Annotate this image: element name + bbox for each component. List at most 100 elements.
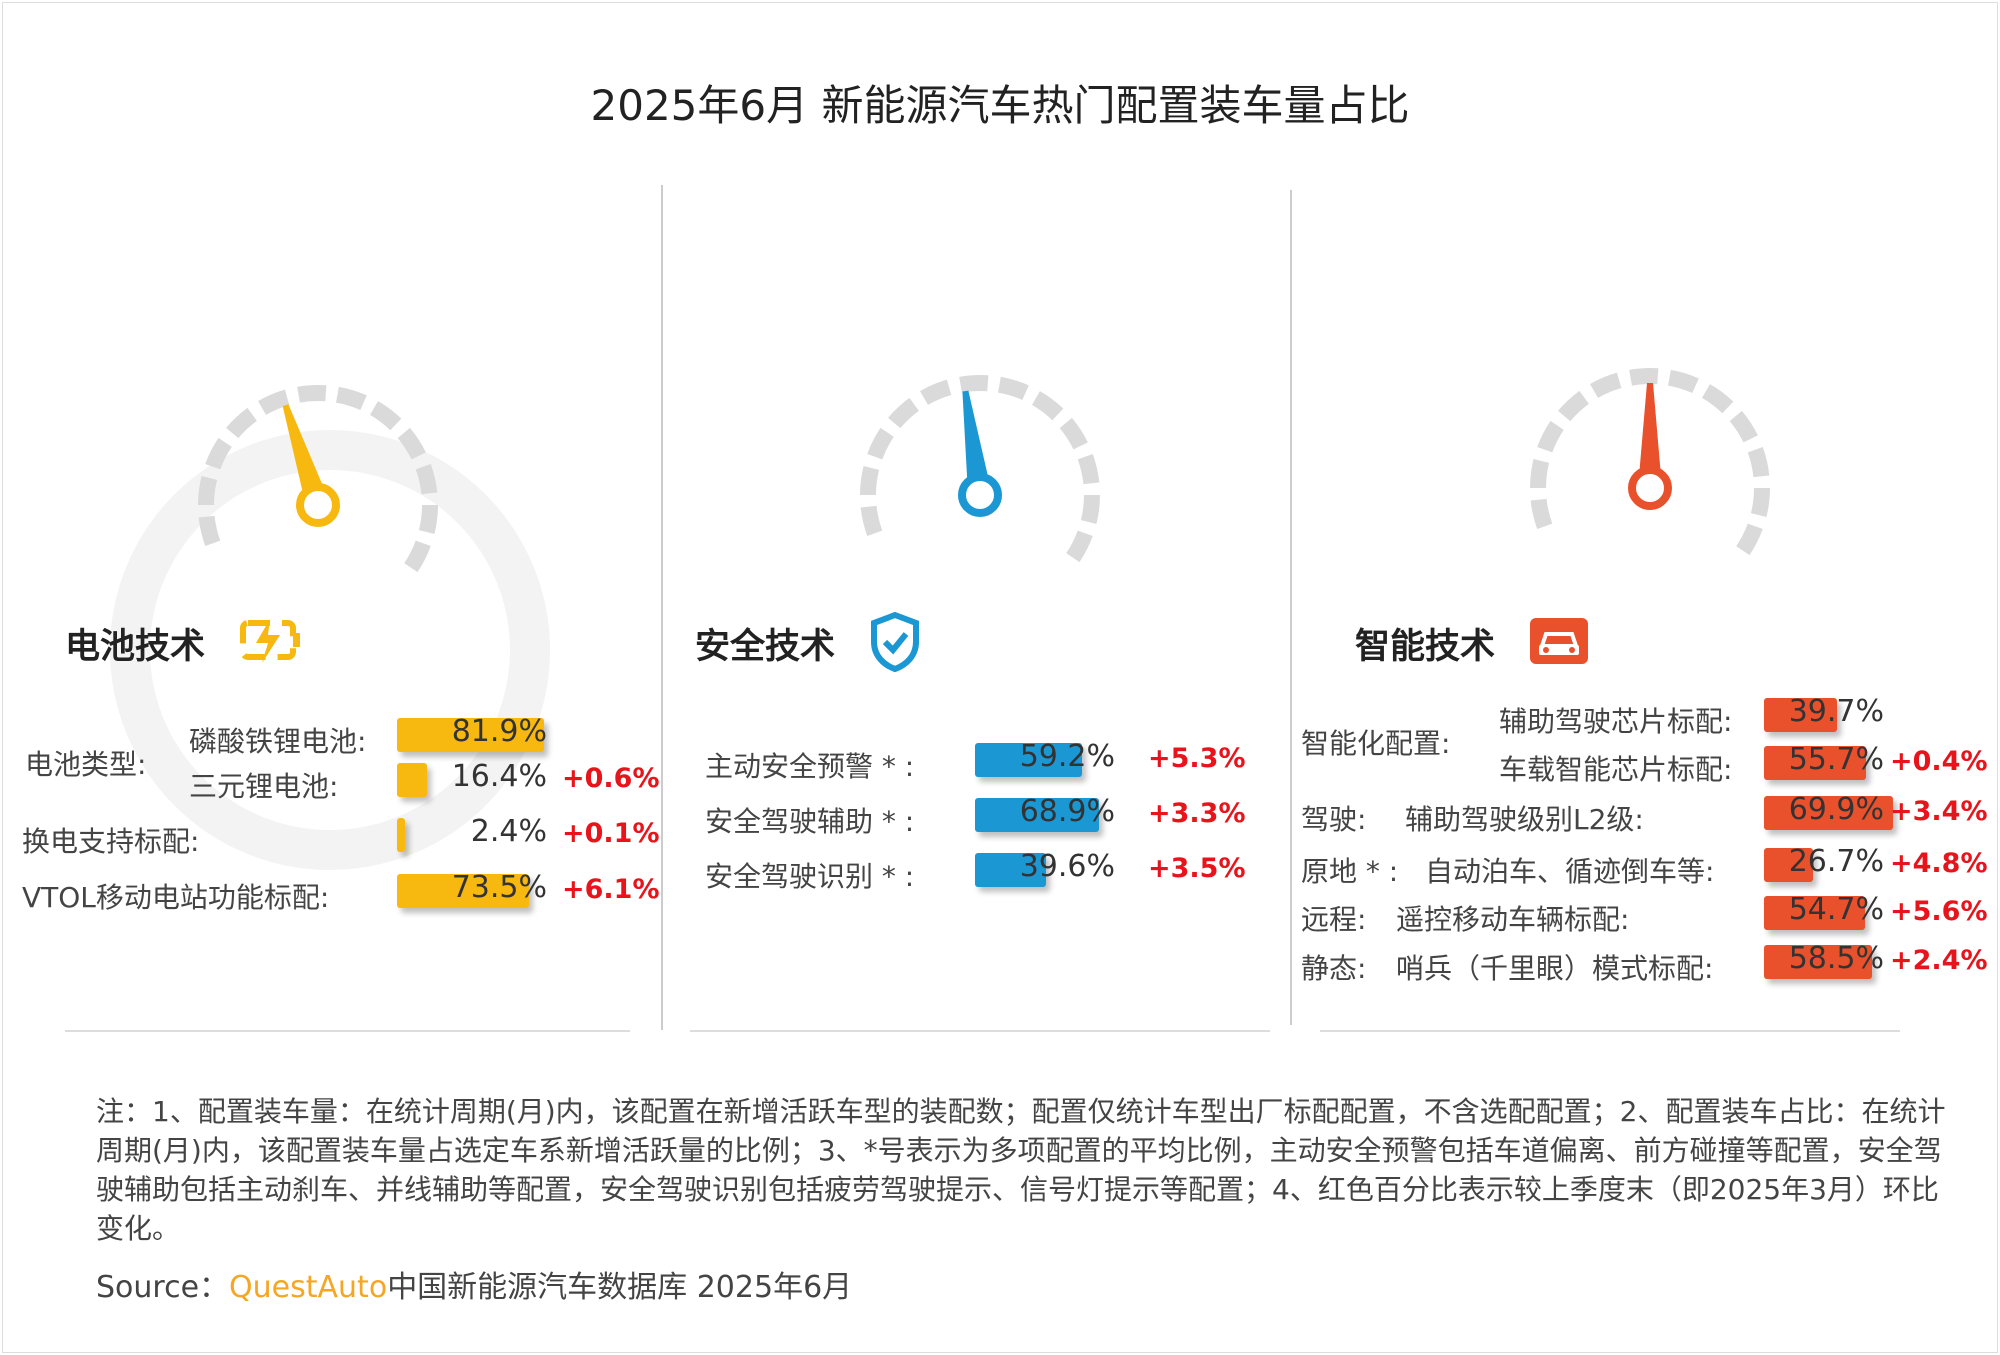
- bar: [397, 874, 530, 908]
- value-label: 16.4%: [451, 759, 547, 794]
- gauge-needle: [1638, 383, 1662, 488]
- source-text: 中国新能源汽车数据库 2025年6月: [387, 1270, 853, 1305]
- divider: [65, 1030, 630, 1032]
- row-label: 自动泊车、循迹倒车等:: [1425, 855, 1715, 888]
- group-label: 原地 * :: [1301, 855, 1399, 888]
- bar: [975, 743, 1082, 777]
- row-label: 车载智能芯片标配:: [1499, 753, 1733, 786]
- divider: [1290, 190, 1292, 1025]
- gauge-tick: [397, 427, 426, 460]
- car-icon: [1530, 618, 1588, 664]
- delta-label: +0.6%: [562, 763, 660, 794]
- delta-label: +4.8%: [1890, 848, 1988, 879]
- gauge-tick: [198, 475, 218, 506]
- bar: [397, 763, 427, 797]
- gauge-tick: [369, 401, 402, 431]
- bar: [1764, 896, 1865, 930]
- value-label: 73.5%: [451, 870, 547, 905]
- value-label: 59.2%: [1019, 739, 1115, 774]
- gauge-tick: [860, 505, 883, 537]
- delta-label: +3.5%: [1148, 853, 1246, 884]
- delta-label: +6.1%: [562, 874, 660, 905]
- row-label: 哨兵（千里眼）模式标配:: [1396, 952, 1714, 985]
- row-label: 辅助驾驶芯片标配:: [1499, 705, 1733, 738]
- divider: [1320, 1030, 1900, 1032]
- gauge-hub: [958, 473, 1002, 517]
- group-label: 驾驶:: [1301, 803, 1367, 836]
- gauge-tick: [920, 379, 952, 406]
- value-label: 26.7%: [1788, 844, 1884, 879]
- gauge-tick: [1031, 391, 1064, 421]
- value-label: 68.9%: [1019, 794, 1115, 829]
- shield-check-icon: [871, 612, 919, 672]
- delta-label: +5.6%: [1890, 896, 1988, 927]
- gauges: [198, 368, 1770, 573]
- row-label: 磷酸铁锂电池:: [189, 725, 367, 758]
- row-label: 安全驾驶辅助 * :: [705, 805, 915, 838]
- gauge-tick: [1590, 372, 1622, 399]
- battery-bolt-icon: [240, 619, 300, 663]
- group-label: 智能化配置:: [1301, 727, 1451, 760]
- footnote: 注：1、配置装车量：在统计周期(月)内，该配置在新增活跃车型的装配数；配置仅统计…: [96, 1095, 1946, 1245]
- value-label: 2.4%: [470, 814, 547, 849]
- gauge-tick: [959, 375, 989, 393]
- gauge-tick: [1530, 498, 1553, 530]
- source-line: Source：QuestAuto中国新能源汽车数据库 2025年6月: [96, 1262, 1956, 1306]
- group-label: 静态:: [1301, 952, 1367, 985]
- gauge-hub: [296, 483, 340, 527]
- gauge-tick: [418, 504, 438, 535]
- gauge-tick: [258, 389, 290, 416]
- bar: [975, 853, 1047, 887]
- gauge-tick: [297, 385, 327, 403]
- gauge-tick: [1629, 368, 1659, 386]
- row-label: VTOL移动电站功能标配:: [22, 881, 330, 914]
- gauge-tick: [1059, 417, 1088, 450]
- bar: [1764, 796, 1893, 830]
- bar: [1764, 698, 1838, 732]
- section-title-smart: 智能技术: [1355, 627, 1496, 667]
- divider: [690, 1030, 1270, 1032]
- delta-label: +2.4%: [1890, 945, 1988, 976]
- value-label: 55.7%: [1788, 742, 1884, 777]
- gauge-tick: [1667, 369, 1699, 394]
- gauge-hub: [1628, 466, 1672, 510]
- source-brand: QuestAuto: [229, 1270, 388, 1305]
- bar: [1764, 848, 1814, 882]
- row-label: 辅助驾驶级别L2级:: [1405, 803, 1644, 836]
- value-label: 39.6%: [1019, 849, 1115, 884]
- gauge-needle: [962, 390, 992, 497]
- gauge-tick: [1558, 390, 1590, 422]
- delta-label: +3.4%: [1890, 796, 1988, 827]
- value-label: 54.7%: [1788, 892, 1884, 927]
- bar: [1764, 746, 1867, 780]
- value-label: 58.5%: [1788, 941, 1884, 976]
- gauge-tick: [867, 427, 894, 460]
- gauge-tick: [198, 515, 221, 547]
- delta-label: +0.1%: [562, 818, 660, 849]
- gauge-needle: [282, 404, 330, 509]
- gauge-tick: [1530, 458, 1550, 489]
- gauge-tick: [1750, 487, 1770, 518]
- gauge-tick: [415, 463, 438, 495]
- row-label: 换电支持标配:: [22, 825, 200, 858]
- gauge-tick: [1729, 410, 1758, 443]
- delta-label: +0.4%: [1890, 746, 1988, 777]
- value-label: 81.9%: [451, 714, 547, 749]
- row-label: 安全驾驶识别 * :: [705, 860, 915, 893]
- chart-title: 2025年6月 新能源汽车热门配置装车量占比: [590, 81, 1410, 130]
- divider: [661, 185, 663, 1030]
- bar: [397, 718, 545, 752]
- bar: [975, 798, 1100, 832]
- section-title-battery: 电池技术: [65, 627, 206, 667]
- footer: 注：1、配置装车量：在统计周期(月)内，该配置在新增活跃车型的装配数；配置仅统计…: [96, 1092, 1956, 1306]
- section-title-safety: 安全技术: [695, 627, 836, 667]
- gauge-tick: [226, 407, 258, 439]
- delta-label: +5.3%: [1148, 743, 1246, 774]
- gauge-tick: [404, 540, 431, 573]
- gauge-tick: [860, 465, 880, 496]
- group-label: 电池类型:: [25, 748, 147, 781]
- gauge-tick: [1537, 420, 1564, 453]
- value-label: 69.9%: [1788, 792, 1884, 827]
- gauge-tick: [1080, 494, 1100, 525]
- delta-label: +3.3%: [1148, 798, 1246, 829]
